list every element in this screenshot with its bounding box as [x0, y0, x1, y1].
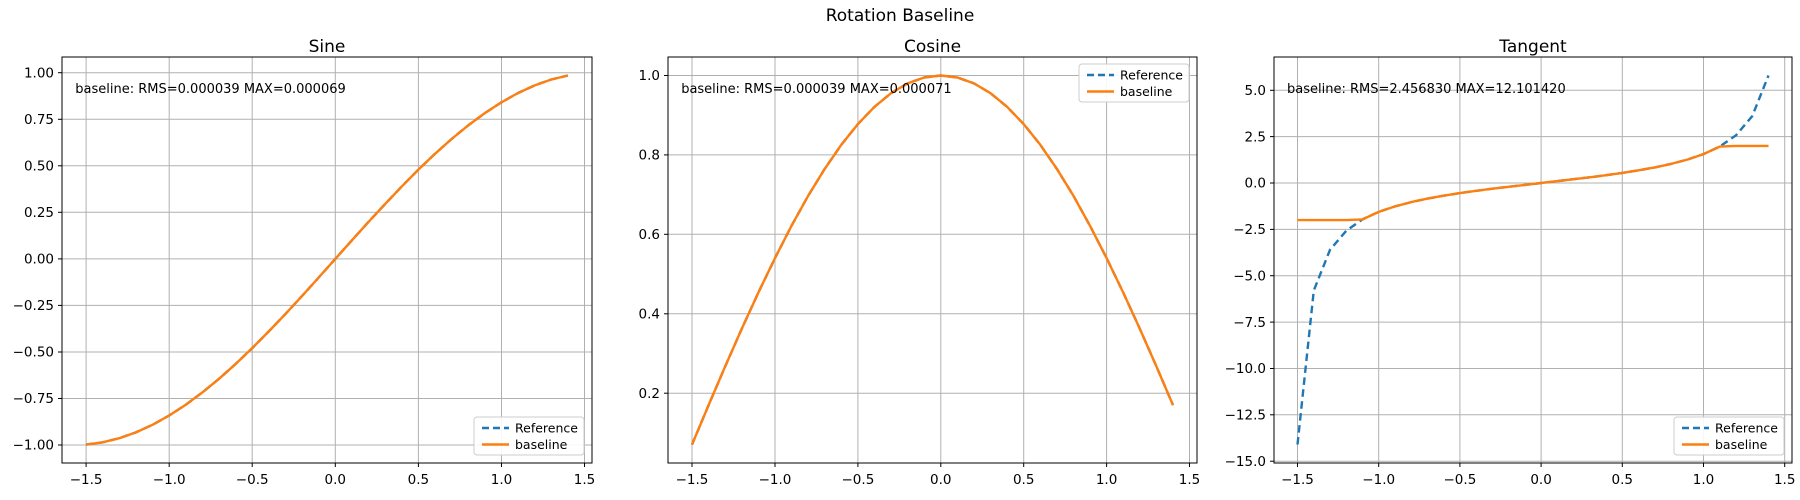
x-tick-label: −0.5: [842, 472, 875, 488]
baseline-line: [690, 74, 1175, 446]
x-tick-label: 0.5: [408, 472, 429, 488]
x-tick-label: −1.5: [676, 472, 709, 488]
y-tick-label: 0.25: [24, 205, 54, 221]
y-tick-label: 0.4: [639, 307, 660, 323]
tick-marks: [664, 75, 1190, 467]
y-tick-label: 0.2: [639, 386, 660, 402]
annotation-text: baseline: RMS=2.456830 MAX=12.101420: [1287, 82, 1566, 97]
subplot-title-tangent: Tangent: [1499, 37, 1567, 57]
plot-border: [1273, 56, 1793, 464]
reference-line: [1296, 75, 1770, 445]
y-tick-label: 1.00: [24, 65, 54, 81]
y-tick-label: 5.0: [1245, 83, 1266, 99]
x-tick-label: 0.0: [1530, 472, 1551, 488]
grid-lines: [1274, 57, 1792, 463]
reference-line: [85, 74, 569, 446]
x-tick-label: 1.0: [1693, 472, 1714, 488]
legend-reference-label: Reference: [515, 421, 578, 436]
y-tick-label: −1.00: [13, 438, 54, 454]
y-tick-label: −2.5: [1233, 222, 1266, 238]
legend-baseline-label: baseline: [1120, 84, 1173, 99]
x-tick-label: 1.5: [574, 472, 595, 488]
y-tick-label: −7.5: [1233, 315, 1266, 331]
x-tick-label: 1.0: [491, 472, 512, 488]
y-tick-label: −15.0: [1225, 454, 1266, 470]
x-tick-label: 1.5: [1774, 472, 1795, 488]
tick-labels: −1.5 −1.0 −0.5 0.0 0.5 1.0 1.5 −1.00 −0.75 −0.50 −…: [13, 65, 596, 488]
y-tick-label: −0.25: [13, 298, 54, 314]
legend-baseline-label: baseline: [1715, 437, 1768, 452]
subplot-title-sine: Sine: [308, 37, 346, 57]
x-tick-label: 0.0: [930, 472, 951, 488]
y-tick-label: 2.5: [1245, 129, 1266, 145]
grid-lines: [668, 57, 1197, 463]
baseline-line: [85, 74, 569, 446]
x-tick-label: −0.5: [1444, 472, 1477, 488]
y-tick-label: 0.8: [639, 148, 660, 164]
y-tick-label: −0.75: [13, 391, 54, 407]
y-tick-label: 0.00: [24, 252, 54, 268]
x-tick-label: −0.5: [236, 472, 269, 488]
y-tick-label: 0.75: [24, 112, 54, 128]
annotation-text: baseline: RMS=0.000039 MAX=0.000069: [75, 82, 345, 97]
y-tick-label: −0.50: [13, 345, 54, 361]
legend-baseline-label: baseline: [515, 437, 568, 452]
plot-border: [667, 56, 1198, 464]
legend-reference-label: Reference: [1120, 68, 1183, 83]
tick-marks: [1270, 89, 1786, 467]
y-tick-label: 0.0: [1245, 176, 1266, 192]
legend-reference-label: Reference: [1715, 421, 1778, 436]
x-tick-label: 0.5: [1612, 472, 1633, 488]
y-tick-label: −10.0: [1225, 361, 1266, 377]
x-tick-label: 1.5: [1179, 472, 1200, 488]
cosine-chart: −1.5 −1.0 −0.5 0.0 0.5 1.0 1.5 0.2 0.4 0.6 0.8 1.0 b…: [639, 56, 1201, 488]
baseline-line: [1297, 144, 1769, 222]
x-tick-label: 0.5: [1013, 472, 1034, 488]
sine-chart: −1.5 −1.0 −0.5 0.0 0.5 1.0 1.5 −1.00 −0.75 −0.50 −…: [13, 56, 596, 488]
x-tick-label: 0.0: [325, 472, 346, 488]
tick-marks: [58, 72, 585, 467]
y-tick-label: −12.5: [1225, 408, 1266, 424]
plot-border: [61, 56, 593, 464]
x-tick-label: −1.0: [1362, 472, 1395, 488]
y-tick-label: −5.0: [1233, 268, 1266, 284]
y-tick-label: 1.0: [639, 68, 660, 84]
tick-labels: −1.5 −1.0 −0.5 0.0 0.5 1.0 1.5 0.2 0.4 0.6 0.8 1.0: [639, 68, 1201, 488]
x-tick-label: 1.0: [1096, 472, 1117, 488]
y-tick-label: 0.6: [639, 227, 660, 243]
y-tick-label: 0.50: [24, 159, 54, 175]
x-tick-label: −1.5: [70, 472, 103, 488]
annotation-text: baseline: RMS=0.000039 MAX=0.000071: [681, 82, 951, 97]
tick-labels: −1.5 −1.0 −0.5 0.0 0.5 1.0 1.5 −15.0 −12.5 −10.0 −…: [1225, 83, 1796, 488]
grid-lines: [62, 57, 592, 463]
reference-line: [690, 74, 1175, 446]
tangent-chart: −1.5 −1.0 −0.5 0.0 0.5 1.0 1.5 −15.0 −12.5 −10.0 −…: [1225, 56, 1796, 488]
figure-suptitle: Rotation Baseline: [825, 6, 975, 26]
x-tick-label: −1.0: [153, 472, 186, 488]
x-tick-label: −1.0: [759, 472, 792, 488]
x-tick-label: −1.5: [1281, 472, 1314, 488]
subplot-title-cosine: Cosine: [903, 37, 962, 57]
